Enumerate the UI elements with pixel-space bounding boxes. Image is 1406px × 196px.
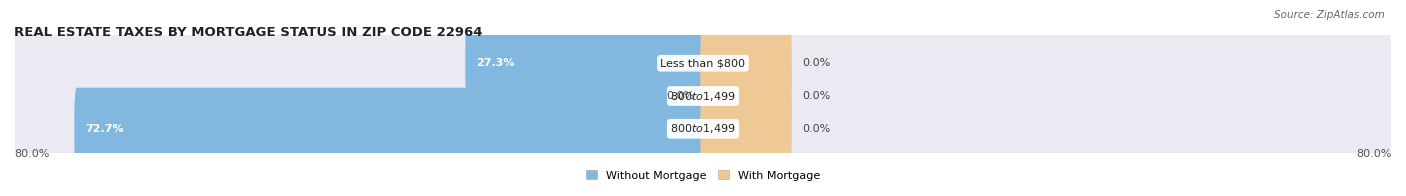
Text: 0.0%: 0.0%: [666, 91, 695, 101]
FancyBboxPatch shape: [700, 88, 792, 170]
Text: 0.0%: 0.0%: [801, 124, 831, 134]
FancyBboxPatch shape: [700, 55, 792, 137]
Text: 0.0%: 0.0%: [801, 91, 831, 101]
FancyBboxPatch shape: [15, 43, 1391, 149]
Text: $800 to $1,499: $800 to $1,499: [671, 122, 735, 135]
Text: Less than $800: Less than $800: [661, 58, 745, 68]
Legend: Without Mortgage, With Mortgage: Without Mortgage, With Mortgage: [582, 166, 824, 185]
FancyBboxPatch shape: [15, 10, 1391, 116]
Text: 80.0%: 80.0%: [1357, 149, 1392, 159]
Text: Source: ZipAtlas.com: Source: ZipAtlas.com: [1274, 10, 1385, 20]
FancyBboxPatch shape: [700, 22, 792, 104]
FancyBboxPatch shape: [75, 88, 706, 170]
Text: 0.0%: 0.0%: [801, 58, 831, 68]
FancyBboxPatch shape: [465, 22, 706, 104]
Text: 27.3%: 27.3%: [477, 58, 515, 68]
Text: REAL ESTATE TAXES BY MORTGAGE STATUS IN ZIP CODE 22964: REAL ESTATE TAXES BY MORTGAGE STATUS IN …: [14, 26, 482, 39]
Text: 80.0%: 80.0%: [14, 149, 49, 159]
Text: 72.7%: 72.7%: [86, 124, 124, 134]
FancyBboxPatch shape: [15, 76, 1391, 182]
Text: $800 to $1,499: $800 to $1,499: [671, 90, 735, 103]
